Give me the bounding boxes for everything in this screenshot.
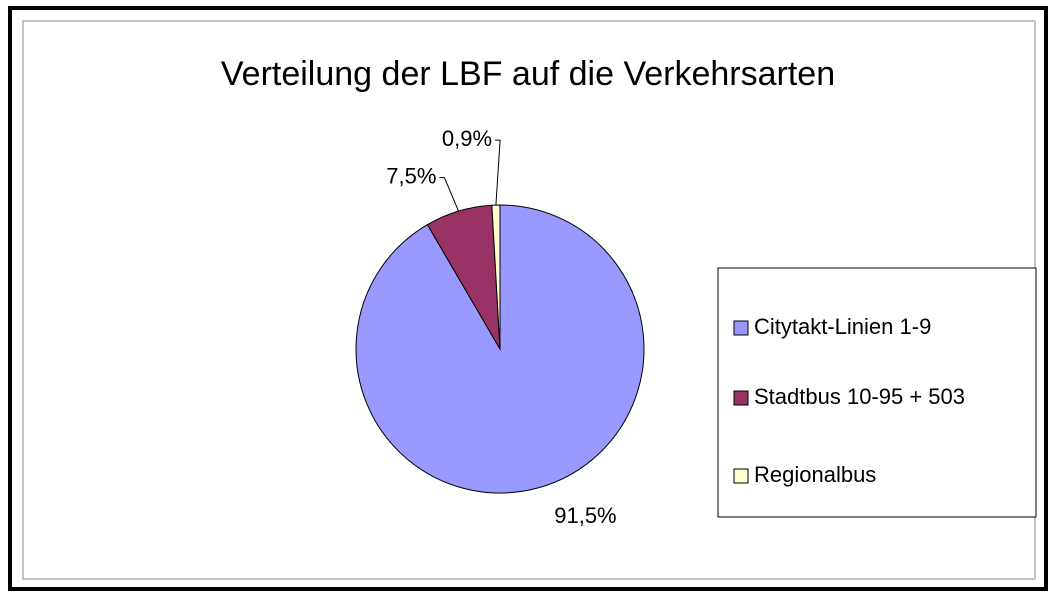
legend-label: Citytakt-Linien 1-9: [754, 314, 931, 339]
chart-title: Verteilung der LBF auf die Verkehrsarten: [221, 55, 835, 93]
legend-swatch: [733, 320, 749, 336]
pie-slice: [491, 204, 501, 350]
legend-swatch: [733, 390, 749, 406]
legend-label: Stadtbus 10-95 + 503: [754, 384, 965, 409]
leader-line: [439, 177, 459, 212]
legend-box: [717, 267, 1037, 518]
legend-label: Regionalbus: [754, 462, 876, 487]
leader-line: [495, 139, 501, 206]
data-label: 0,9%: [442, 126, 492, 151]
data-label: 91,5%: [554, 503, 616, 528]
legend-swatch: [733, 468, 749, 484]
data-label: 7,5%: [386, 163, 436, 188]
